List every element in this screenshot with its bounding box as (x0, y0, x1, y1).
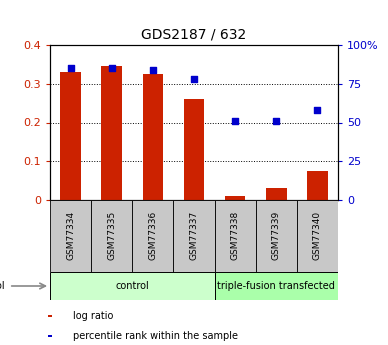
Text: GSM77334: GSM77334 (66, 211, 75, 260)
Title: GDS2187 / 632: GDS2187 / 632 (141, 27, 247, 41)
Bar (60, 72, 81, 200)
Text: protocol: protocol (0, 281, 5, 291)
Bar (225, 196, 246, 200)
Text: GSM77338: GSM77338 (230, 211, 240, 260)
Point (109, 66, 115, 71)
Point (273, 118, 279, 124)
Bar (50, 200, 91, 272)
Bar (48, 315, 52, 317)
Point (191, 76, 197, 82)
Bar (215, 272, 338, 300)
Bar (91, 200, 132, 272)
Bar (215, 200, 256, 272)
Text: triple-fusion transfected: triple-fusion transfected (217, 281, 335, 291)
Bar (256, 200, 297, 272)
Text: log ratio: log ratio (73, 311, 113, 321)
Point (150, 67, 156, 72)
Text: percentile rank within the sample: percentile rank within the sample (73, 331, 237, 341)
Text: GSM77337: GSM77337 (189, 211, 199, 260)
Bar (297, 200, 338, 272)
Bar (173, 200, 215, 272)
Text: GSM77335: GSM77335 (107, 211, 116, 260)
Bar (48, 335, 52, 337)
Text: GSM77339: GSM77339 (272, 211, 281, 260)
Bar (132, 200, 173, 272)
Bar (307, 171, 328, 200)
Point (68, 66, 74, 71)
Bar (266, 188, 287, 200)
Bar (50, 272, 215, 300)
Bar (101, 66, 122, 200)
Text: control: control (115, 281, 149, 291)
Text: GSM77340: GSM77340 (313, 211, 322, 260)
Bar (184, 99, 204, 200)
Point (314, 107, 320, 113)
Point (232, 118, 238, 124)
Text: GSM77336: GSM77336 (148, 211, 158, 260)
Bar (142, 74, 163, 200)
